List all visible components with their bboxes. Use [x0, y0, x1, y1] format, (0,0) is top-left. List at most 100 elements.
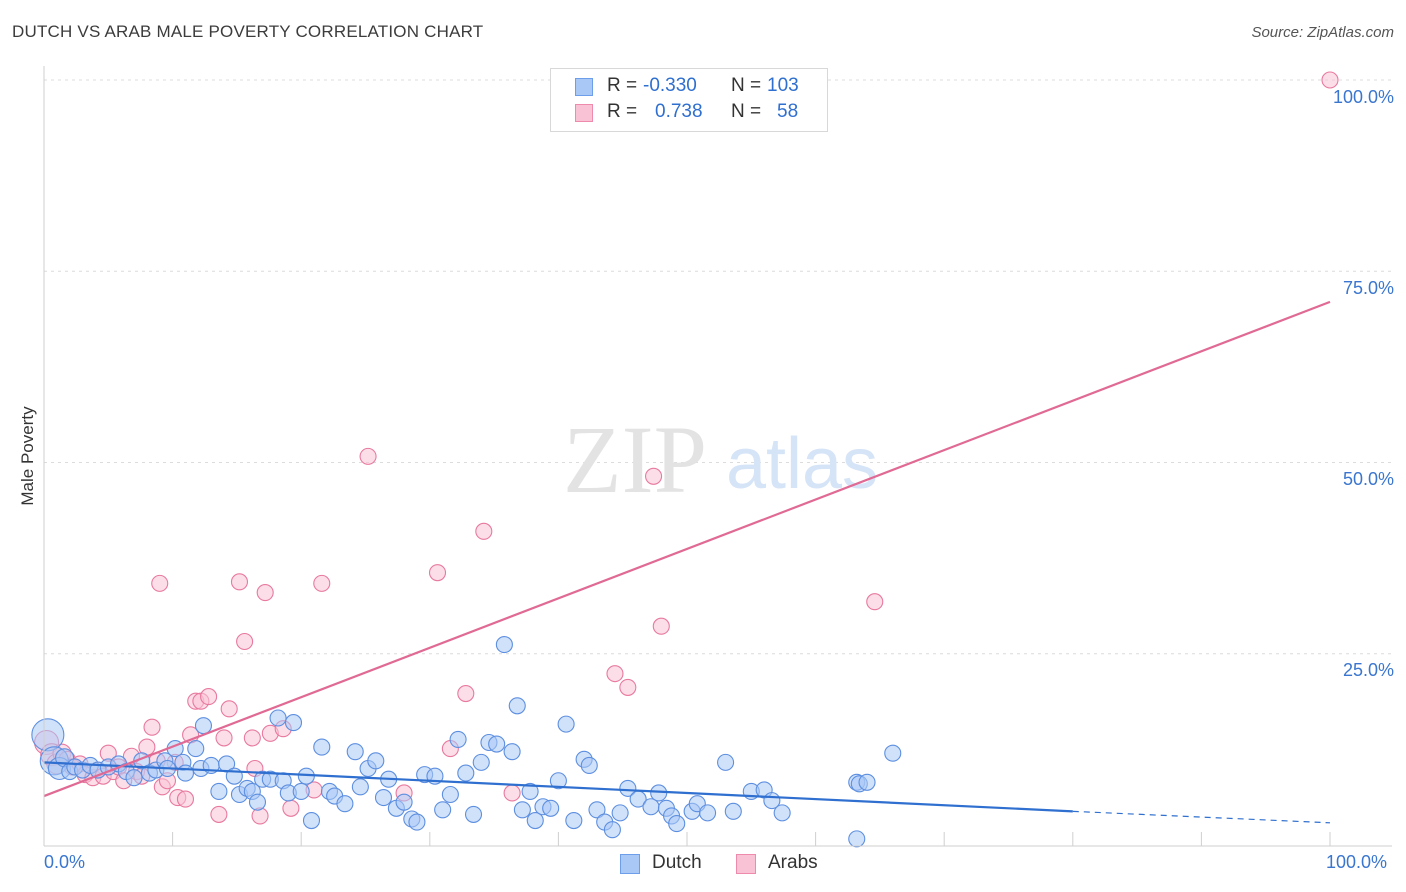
y-axis-label: Male Poverty: [18, 406, 37, 506]
dutch-point: [31, 718, 65, 752]
dutch-point: [187, 740, 205, 758]
arabs-point: [475, 522, 493, 540]
dutch-point: [557, 715, 575, 733]
dutch-point: [668, 815, 686, 833]
dutch-trend-line: [43, 761, 1073, 813]
arabs-point: [151, 574, 169, 592]
dutch-point: [457, 764, 475, 782]
dutch-point: [194, 717, 213, 735]
y-tick-50: 50.0%: [1342, 469, 1394, 489]
dutch-point: [495, 636, 513, 654]
axes: [43, 66, 1392, 847]
arabs-point: [428, 564, 447, 582]
dutch-point: [521, 782, 539, 801]
bottom-legend-label-dutch: Dutch: [652, 852, 702, 873]
dutch-point: [619, 779, 637, 797]
legend-r-value: -0.330: [643, 75, 697, 96]
dutch-point: [848, 830, 866, 848]
legend-n-label: N =: [731, 101, 762, 122]
dutch-point: [717, 753, 735, 771]
arabs-point: [503, 784, 521, 802]
x-tick-100: 100.0%: [1326, 852, 1388, 872]
dutch-point: [580, 756, 598, 774]
dutch-point: [374, 789, 393, 807]
dutch-point: [176, 764, 195, 782]
dutch-point: [699, 804, 717, 822]
arabs-point: [220, 700, 238, 718]
dutch-point: [313, 738, 331, 756]
dutch-point: [434, 801, 452, 819]
dutch-point: [292, 782, 310, 801]
dutch-point: [508, 697, 526, 715]
grid-lines: [44, 79, 1392, 655]
arabs-point: [457, 684, 475, 703]
arabs-point: [606, 665, 624, 683]
dutch-point: [367, 752, 385, 770]
dutch-point: [210, 782, 228, 801]
legend-r-label: R =: [607, 75, 638, 96]
arabs-point: [200, 688, 218, 706]
arabs-point: [230, 573, 249, 591]
dutch-point: [858, 773, 876, 791]
y-tick-75: 75.0%: [1342, 278, 1394, 298]
arabs-point: [652, 617, 670, 635]
y-tick-25: 25.0%: [1342, 660, 1394, 680]
dutch-point: [302, 811, 321, 830]
dutch-point: [408, 813, 426, 831]
dutch-point: [773, 804, 791, 822]
source-label: Source: ZipAtlas.com: [1251, 24, 1394, 41]
x-tick-0: 0.0%: [44, 852, 86, 872]
legend-n-label: N =: [731, 75, 762, 96]
dutch-point: [269, 709, 287, 727]
legend-swatch-arabs: [575, 104, 593, 122]
dutch-point: [611, 804, 629, 822]
bottom-legend-swatch-arabs: [736, 854, 756, 874]
dutch-point: [441, 785, 459, 804]
dutch-point: [603, 821, 621, 839]
dutch-point: [336, 795, 354, 813]
arabs-point: [1321, 71, 1339, 89]
dutch-point: [503, 743, 521, 761]
arabs-point: [313, 574, 331, 592]
dutch-point: [549, 772, 567, 790]
trend-lines: [43, 300, 1331, 824]
arabs-point: [256, 583, 274, 602]
dutch-point: [464, 805, 483, 823]
arabs-point: [176, 790, 195, 808]
dutch-point: [346, 743, 364, 761]
arabs-point: [282, 799, 300, 817]
dutch-point: [513, 801, 531, 819]
watermark-zip: ZIP: [563, 406, 707, 513]
dutch-point: [284, 714, 303, 732]
arabs-point: [866, 593, 884, 611]
legend-n-value: 58: [777, 101, 799, 122]
dutch-point: [565, 811, 583, 830]
arabs-point: [210, 805, 228, 823]
dutch-point: [724, 802, 742, 820]
chart-title: DUTCH VS ARAB MALE POVERTY CORRELATION C…: [12, 22, 484, 41]
dutch-point: [884, 744, 902, 762]
legend-swatch-dutch: [575, 78, 593, 96]
legend-r-value: 0.738: [655, 101, 703, 122]
dutch-point: [125, 769, 143, 787]
dutch-point: [542, 799, 560, 817]
arabs-point: [243, 729, 261, 747]
legend-n-value: 103: [767, 75, 799, 96]
dutch-point: [472, 753, 490, 771]
arabs-trend-line: [43, 300, 1331, 798]
dutch-point: [395, 793, 413, 811]
bottom-legend-swatch-dutch: [620, 854, 640, 874]
dutch-trend-extension: [1072, 810, 1331, 824]
dutch-point: [588, 801, 606, 819]
correlation-legend: R = -0.330 N = 103 R = 0.738 N = 58: [550, 68, 828, 132]
arabs-point: [236, 632, 254, 651]
dutch-point: [526, 811, 544, 830]
arabs-point: [645, 467, 663, 485]
dutch-point: [488, 735, 506, 753]
arabs-point: [619, 678, 637, 696]
dutch-points: [31, 636, 902, 848]
arabs-point: [359, 447, 377, 465]
arabs-point: [251, 807, 269, 825]
dutch-point: [449, 730, 467, 748]
